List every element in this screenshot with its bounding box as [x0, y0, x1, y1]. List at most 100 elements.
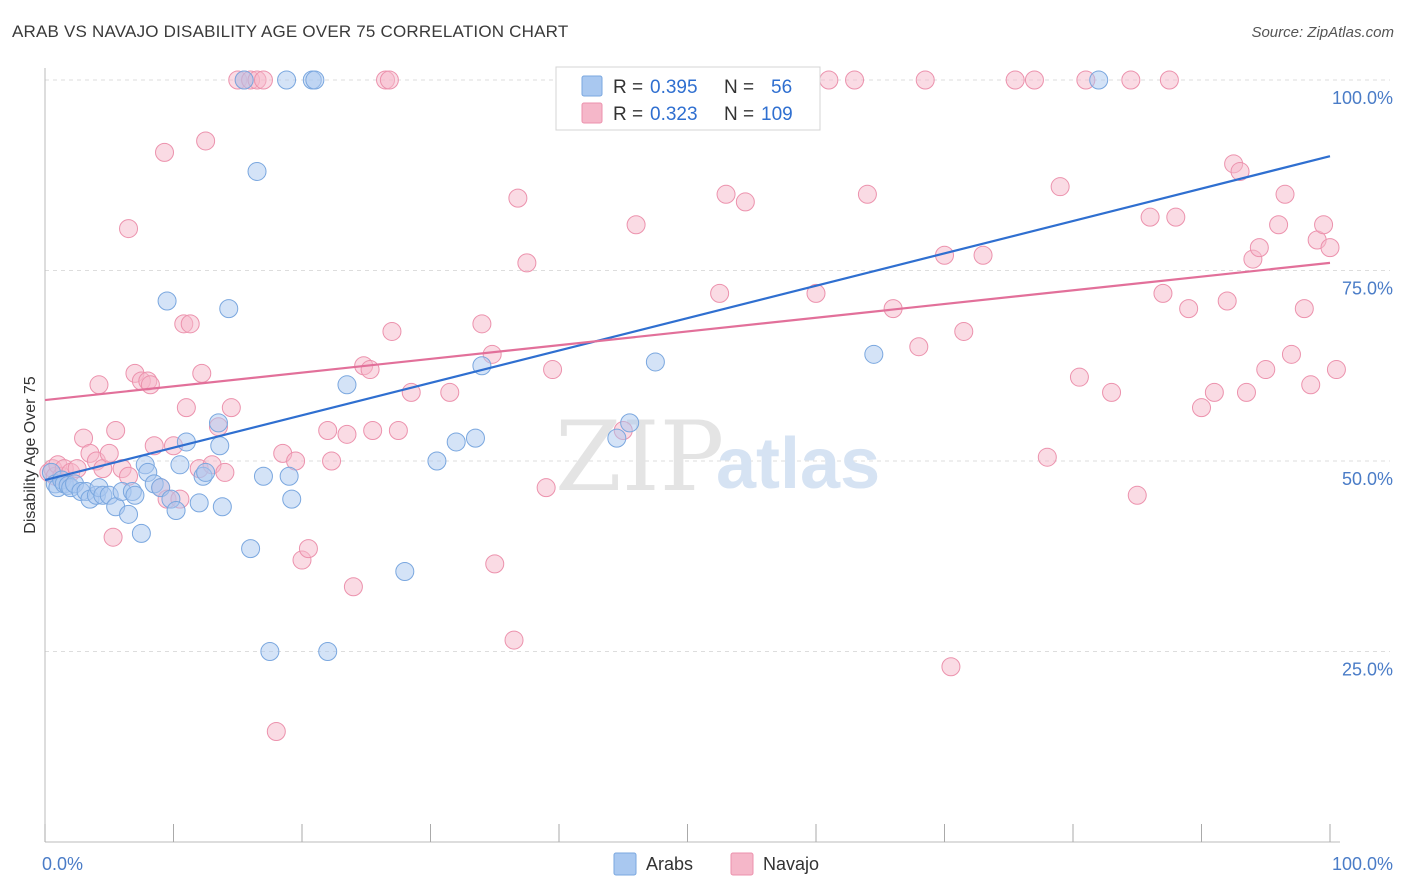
stats-legend: R = 0.395 N = 56 R = 0.323 N = 109: [555, 66, 821, 131]
arabs-point: [157, 291, 177, 311]
navajo-point: [1275, 184, 1295, 204]
bottom-legend-swatch-navajo: [730, 852, 754, 876]
navajo-point: [1256, 360, 1276, 380]
navajo-trend-line: [44, 261, 1331, 402]
navajo-point: [89, 375, 109, 395]
navajo-point: [626, 215, 646, 235]
navajo-point: [343, 577, 363, 597]
navajo-point: [1166, 207, 1186, 227]
legend-n-label-navajo: N =: [724, 104, 754, 125]
navajo-point: [517, 253, 537, 273]
arabs-point: [166, 501, 186, 521]
navajo-point: [1204, 382, 1224, 402]
arabs-point: [125, 485, 145, 505]
arabs-point: [260, 642, 280, 661]
x-tick-label-max: 100.0%: [1332, 854, 1393, 874]
y-axis-label: Disability Age Over 75: [22, 376, 39, 534]
x-tick-label-min: 0.0%: [42, 854, 83, 874]
y-tick-label-100: 100.0%: [1332, 88, 1393, 108]
bottom-legend-label-arabs: Arabs: [646, 854, 693, 874]
navajo-point: [857, 184, 877, 204]
arabs-points: [41, 70, 1109, 661]
legend-n-label-arabs: N =: [724, 77, 754, 98]
chart-source: Source: ZipAtlas.com: [1251, 24, 1394, 41]
navajo-point: [180, 314, 200, 334]
navajo-point: [106, 421, 126, 441]
navajo-point: [1320, 238, 1340, 258]
navajo-point: [1005, 70, 1025, 90]
navajo-point: [363, 421, 383, 441]
navajo-point: [119, 219, 139, 239]
arabs-point: [395, 561, 415, 581]
arabs-point: [212, 497, 232, 517]
arabs-point: [189, 493, 209, 513]
navajo-point: [543, 360, 563, 380]
navajo-point: [318, 421, 338, 441]
arabs-point: [607, 428, 627, 448]
navajo-point: [337, 424, 357, 444]
navajo-point: [388, 421, 408, 441]
arabs-point: [119, 504, 139, 524]
navajo-point: [382, 321, 402, 341]
navajo-point: [1037, 447, 1057, 467]
x-tick-labels: 0.0% 100.0%: [42, 854, 1393, 874]
arabs-point: [620, 413, 640, 433]
legend-swatch-arabs: [581, 75, 603, 97]
watermark-atlas: atlas: [716, 424, 880, 504]
trend-lines: [44, 155, 1331, 482]
navajo-point: [508, 188, 528, 208]
navajo-point: [1326, 360, 1346, 380]
bottom-legend-label-navajo: Navajo: [763, 854, 819, 874]
navajo-point: [954, 321, 974, 341]
navajo-point: [253, 70, 273, 90]
navajo-point: [103, 527, 123, 547]
arabs-point: [337, 375, 357, 395]
navajo-point: [973, 245, 993, 265]
navajo-point: [1230, 161, 1250, 181]
navajo-point: [1153, 283, 1173, 303]
y-tick-label-25: 25.0%: [1342, 660, 1393, 680]
arabs-point: [253, 466, 273, 486]
navajo-point: [1050, 177, 1070, 197]
arabs-point: [279, 466, 299, 486]
navajo-point: [266, 722, 286, 742]
arabs-point: [170, 455, 190, 475]
arabs-point: [282, 489, 302, 509]
arabs-point: [277, 70, 297, 90]
navajo-point: [819, 70, 839, 90]
navajo-point: [1301, 375, 1321, 395]
navajo-point: [710, 283, 730, 303]
navajo-point: [322, 451, 342, 471]
navajo-point: [1127, 485, 1147, 505]
navajo-point: [845, 70, 865, 90]
arabs-point: [210, 436, 230, 456]
legend-n-value-arabs: 56: [771, 77, 792, 98]
legend-r-label-arabs: R =: [613, 77, 643, 98]
navajo-point: [909, 337, 929, 357]
navajo-point: [440, 382, 460, 402]
navajo-point: [1281, 344, 1301, 364]
navajo-point: [806, 283, 826, 303]
arabs-point: [1089, 70, 1109, 90]
legend-n-value-navajo: 109: [761, 104, 793, 125]
arabs-point: [196, 462, 216, 482]
navajo-point: [1121, 70, 1141, 90]
navajo-point: [915, 70, 935, 90]
legend-r-value-arabs: 0.395: [650, 77, 698, 98]
legend-r-label-navajo: R =: [613, 104, 643, 125]
y-tick-label-50: 50.0%: [1342, 469, 1393, 489]
navajo-point: [192, 363, 212, 383]
navajo-point: [379, 70, 399, 90]
navajo-point: [1314, 215, 1334, 235]
arabs-point: [305, 70, 325, 90]
legend-r-value-navajo: 0.323: [650, 104, 698, 125]
chart-title: ARAB VS NAVAJO DISABILITY AGE OVER 75 CO…: [12, 22, 569, 41]
navajo-point: [1217, 291, 1237, 311]
navajo-point: [1249, 238, 1269, 258]
navajo-point: [1159, 70, 1179, 90]
navajo-point: [1140, 207, 1160, 227]
bottom-legend-swatch-arabs: [613, 852, 637, 876]
series-legend: Arabs Navajo: [613, 852, 819, 876]
legend-swatch-navajo: [581, 102, 603, 124]
arabs-point: [219, 299, 239, 319]
